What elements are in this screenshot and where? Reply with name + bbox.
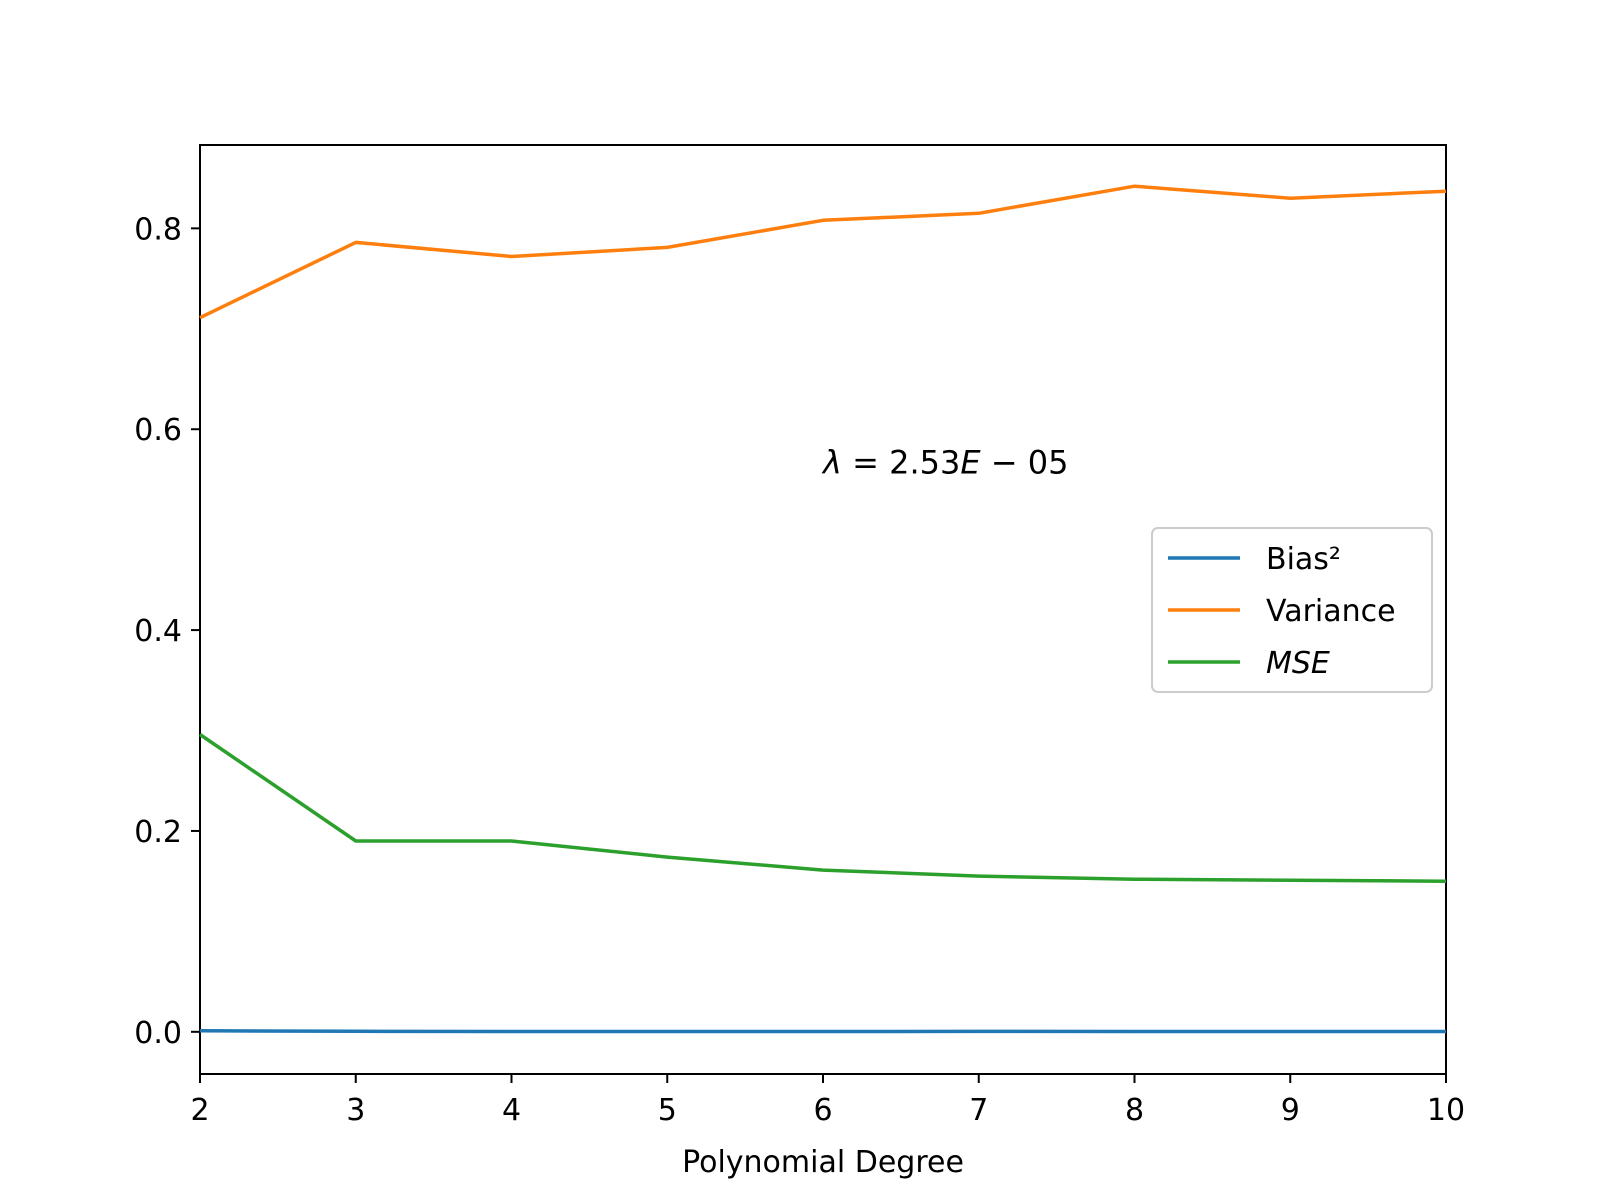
- y-axis: 0.0 0.2 0.4 0.6 0.8: [134, 212, 200, 1051]
- legend-items: Bias² Variance MSE: [1168, 542, 1396, 681]
- y-tick-label: 0.6: [134, 413, 182, 448]
- annotation-part: − 05: [981, 443, 1069, 481]
- y-tick-label: 0.8: [134, 212, 182, 247]
- x-tick-label: 5: [658, 1093, 677, 1128]
- series-line-2: [199, 733, 1447, 883]
- legend-label-0: Bias²: [1266, 542, 1341, 577]
- y-tick-label: 0.0: [134, 1016, 182, 1051]
- x-tick-label: 6: [813, 1093, 832, 1128]
- x-axis-label: Polynomial Degree: [682, 1145, 964, 1180]
- series-layer: [199, 184, 1447, 1034]
- annotation-part: λ: [821, 443, 842, 481]
- legend-label-1: Variance: [1266, 594, 1396, 629]
- plot-area: 2 3 4 5 6 7 8 9 10 0.0 0.2 0.4 0.6 0.8 λ = 2.53E − 0…: [134, 144, 1465, 1128]
- lambda-annotation: λ = 2.53E − 05: [821, 443, 1068, 481]
- x-axis: 2 3 4 5 6 7 8 9 10: [190, 1074, 1465, 1128]
- legend-box: [1151, 527, 1433, 693]
- legend: Bias² Variance MSE: [1151, 527, 1433, 693]
- annotation-part: = 2.53: [842, 443, 960, 481]
- legend-label-2: MSE: [1266, 646, 1330, 681]
- x-tick-label: 4: [502, 1093, 521, 1128]
- x-tick-label: 9: [1281, 1093, 1300, 1128]
- y-tick-label: 0.4: [134, 614, 182, 649]
- series-line-1: [199, 184, 1447, 320]
- x-tick-label: 7: [969, 1093, 988, 1128]
- x-tick-label: 2: [190, 1093, 209, 1128]
- series-line-0: [199, 1029, 1446, 1034]
- y-tick-label: 0.2: [134, 815, 182, 850]
- x-tick-label: 10: [1427, 1093, 1465, 1128]
- annotation-part: E: [960, 443, 981, 481]
- x-tick-label: 3: [346, 1093, 365, 1128]
- x-tick-label: 8: [1125, 1093, 1144, 1128]
